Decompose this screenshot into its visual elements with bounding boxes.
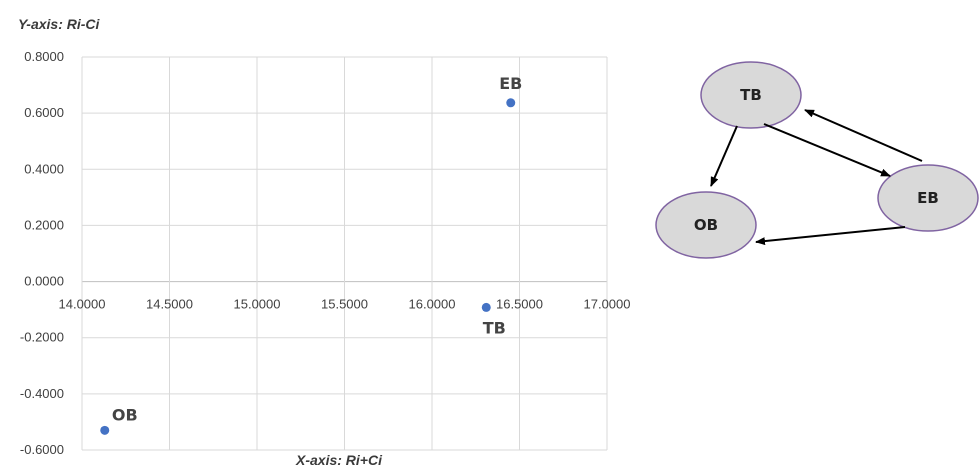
x-tick-label: 17.0000 (584, 297, 631, 312)
y-tick-label: 0.8000 (24, 49, 64, 64)
y-tick-label: -0.6000 (20, 442, 64, 457)
data-point-label: EB (499, 74, 522, 93)
node-tb (700, 61, 802, 129)
gridlines (81, 56, 608, 451)
node-ob-label: OB (694, 216, 718, 234)
x-tick-label: 15.0000 (234, 297, 281, 312)
relationship-diagram: TB EB OB (655, 61, 979, 259)
data-point-eb (506, 98, 516, 108)
x-tick-labels: 14.0000 14.5000 15.0000 15.5000 16.0000 16.50… (59, 297, 631, 312)
data-point-label: OB (112, 405, 138, 424)
y-tick-label: 0.4000 (24, 161, 64, 176)
node-eb (877, 164, 979, 232)
edge-tb-to-eb (763, 123, 891, 177)
y-tick-label: 0.6000 (24, 105, 64, 120)
y-axis-title: Y-axis: Ri-Ci (18, 16, 101, 32)
x-tick-label: 16.0000 (409, 297, 456, 312)
x-tick-label: 16.5000 (496, 297, 543, 312)
x-tick-label: 15.5000 (321, 297, 368, 312)
y-tick-label: -0.2000 (20, 330, 64, 345)
data-point-ob (100, 425, 110, 435)
x-axis-title: X-axis: Ri+Ci (295, 452, 383, 468)
x-tick-label: 14.0000 (59, 297, 106, 312)
y-tick-label: 0.0000 (24, 274, 64, 289)
edge-tb-to-ob (710, 125, 738, 187)
x-tick-label: 14.5000 (146, 297, 193, 312)
node-eb-label: EB (917, 189, 939, 207)
data-point-tb (481, 302, 491, 312)
node-tb-label: TB (740, 86, 762, 104)
data-points: EB TB OB (100, 74, 522, 435)
y-tick-label: -0.4000 (20, 386, 64, 401)
scatter-chart: Y-axis: Ri-Ci 0.80000.60000.40000.20000.… (18, 16, 631, 468)
y-tick-labels: 0.8000 0.6000 0.4000 0.2000 0.0000 -0.2000 -0.… (20, 49, 64, 457)
data-point-label: TB (483, 318, 506, 337)
node-ob (655, 191, 757, 259)
edge-eb-to-tb (804, 109, 923, 162)
edge-eb-to-ob (755, 226, 906, 246)
y-tick-label: 0.2000 (24, 217, 64, 232)
